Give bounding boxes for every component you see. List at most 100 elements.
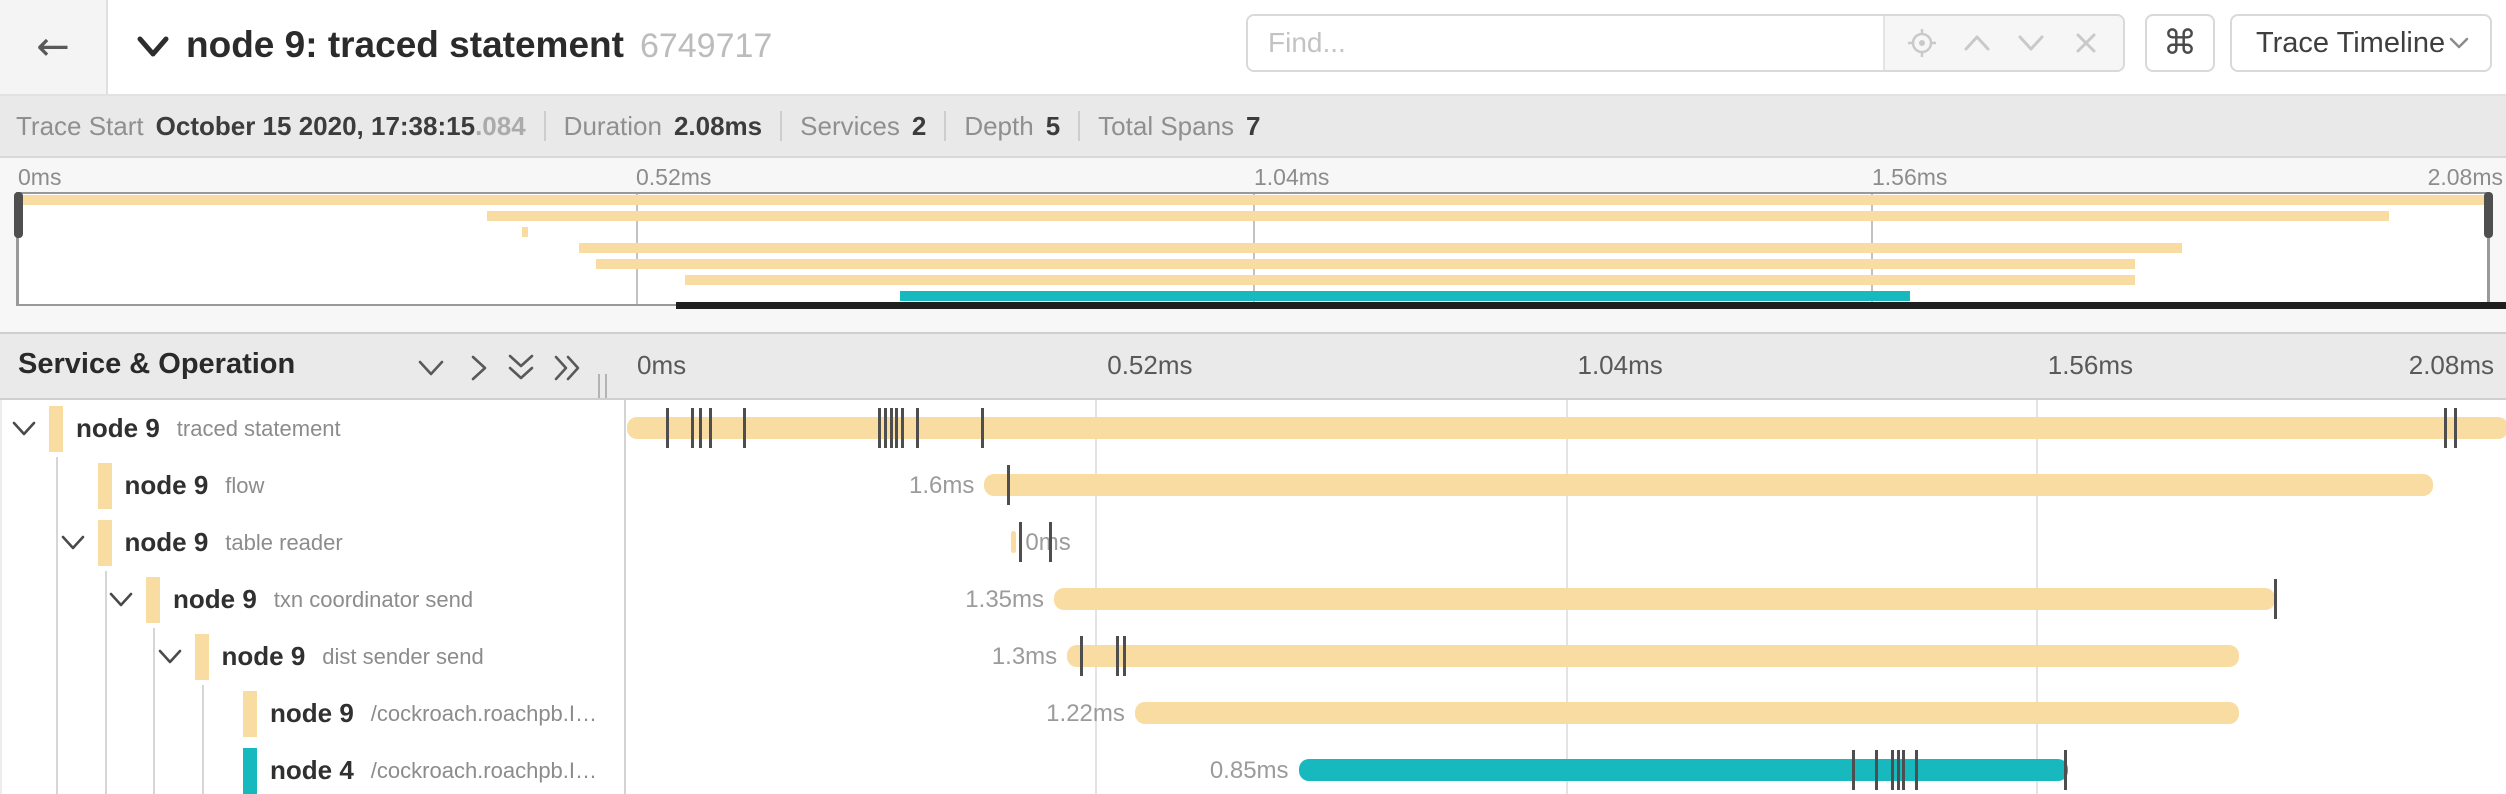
minimap-scroll-indicator[interactable] <box>676 302 2506 309</box>
span-log-tick[interactable] <box>690 408 694 448</box>
keyboard-shortcuts-button[interactable]: ⌘ <box>2145 14 2215 72</box>
summary-value: 2.08ms <box>673 110 763 141</box>
span-collapse-chevron-icon[interactable] <box>60 514 98 571</box>
span-timeline-cell[interactable]: 0ms <box>627 514 2506 571</box>
tree-indent-guide <box>104 742 107 794</box>
minimap-scrubber-handle[interactable] <box>2484 192 2493 238</box>
span-bar[interactable] <box>1010 531 1016 553</box>
span-timeline-cell[interactable]: 1.35ms <box>627 571 2506 628</box>
collapse-all-icon[interactable] <box>504 352 538 384</box>
span-log-tick[interactable] <box>981 408 984 448</box>
span-bar[interactable] <box>1134 702 2239 724</box>
span-log-tick[interactable] <box>1123 636 1127 676</box>
span-log-tick[interactable] <box>2444 408 2448 448</box>
span-timeline-cell[interactable]: 0.85ms <box>627 742 2506 794</box>
span-operation-name: /cockroach.roachpb.I… <box>370 757 598 783</box>
span-tree-cell[interactable]: node 9 flow <box>2 457 625 514</box>
span-log-tick[interactable] <box>1006 465 1010 505</box>
span-log-tick[interactable] <box>889 408 893 448</box>
column-resize-grip[interactable] <box>598 374 607 398</box>
span-log-tick[interactable] <box>895 408 899 448</box>
span-timeline-cell[interactable]: 1.3ms <box>627 628 2506 685</box>
trace-header-collapse-chevron-icon[interactable] <box>136 34 170 60</box>
tree-indent-guide <box>153 742 155 794</box>
span-log-tick[interactable] <box>901 408 905 448</box>
span-bar[interactable] <box>1053 588 2275 610</box>
minimap-canvas[interactable] <box>14 192 2493 306</box>
span-color-bar <box>97 462 112 509</box>
span-timeline-cell[interactable] <box>627 400 2506 457</box>
find-bar <box>1246 14 2125 72</box>
span-log-tick[interactable] <box>1116 636 1120 676</box>
span-log-tick[interactable] <box>877 408 881 448</box>
span-tree-cell[interactable]: node 9/cockroach.roachpb.I… <box>2 685 625 742</box>
span-bar[interactable] <box>627 417 2506 439</box>
tree-indent-guide <box>201 685 204 742</box>
trace-name: node 9: traced statement <box>186 24 624 65</box>
span-tree-cell[interactable]: node 9 traced statement <box>2 400 625 457</box>
span-log-tick[interactable] <box>2454 408 2457 448</box>
next-match-icon[interactable] <box>2014 26 2048 60</box>
span-collapse-chevron-icon[interactable] <box>157 628 195 685</box>
span-service-name: node 9 <box>76 413 160 443</box>
locate-icon[interactable] <box>1905 26 1939 60</box>
span-log-tick[interactable] <box>1897 750 1901 790</box>
span-collapse-chevron-icon[interactable] <box>11 400 49 457</box>
span-bar[interactable] <box>1298 759 2068 781</box>
span-log-tick[interactable] <box>1019 522 1022 562</box>
span-log-tick[interactable] <box>709 408 712 448</box>
span-timeline-cell[interactable]: 1.6ms <box>627 457 2506 514</box>
view-selector-dropdown[interactable]: Trace Timeline <box>2230 14 2492 72</box>
span-operation-name: txn coordinator send <box>273 586 474 612</box>
expand-all-icon[interactable] <box>551 352 585 384</box>
tree-indent-guide <box>104 685 107 742</box>
minimap-scrubber-handle[interactable] <box>14 192 23 238</box>
minimap-span-bar <box>521 227 529 237</box>
span-log-tick[interactable] <box>699 408 703 448</box>
span-log-tick[interactable] <box>665 408 669 448</box>
span-timeline-cell[interactable]: 1.22ms <box>627 685 2506 742</box>
span-log-tick[interactable] <box>743 408 747 448</box>
tree-indent-guide <box>153 628 155 685</box>
span-log-tick[interactable] <box>2274 579 2277 619</box>
timeline-gridline <box>1565 332 1568 794</box>
collapse-one-icon[interactable] <box>414 352 448 384</box>
tree-indent-guide <box>56 742 58 794</box>
prev-match-icon[interactable] <box>1960 26 1994 60</box>
span-tree-cell[interactable]: node 9 txn coordinator send <box>2 571 625 628</box>
span-log-tick[interactable] <box>2064 750 2068 790</box>
span-log-tick[interactable] <box>1048 522 1052 562</box>
span-collapse-chevron-icon[interactable] <box>108 571 146 628</box>
span-bar[interactable] <box>984 474 2433 496</box>
back-button[interactable]: ← <box>0 0 108 94</box>
span-log-tick[interactable] <box>1875 750 1879 790</box>
minimap-span-bar <box>899 291 1910 301</box>
expand-one-icon[interactable] <box>462 352 496 384</box>
span-chevron-spacer <box>205 742 243 794</box>
span-bar[interactable] <box>1067 645 2239 667</box>
span-color-bar <box>97 519 112 566</box>
span-log-tick[interactable] <box>1851 750 1855 790</box>
span-operation-name: /cockroach.roachpb.I… <box>370 700 598 726</box>
find-input[interactable] <box>1248 16 1883 70</box>
tree-indent-guide <box>56 514 58 571</box>
span-log-tick[interactable] <box>1914 750 1918 790</box>
span-log-tick[interactable] <box>883 408 887 448</box>
column-divider[interactable] <box>624 332 626 794</box>
minimap-scrubber[interactable] <box>17 194 19 304</box>
span-tree-cell[interactable]: node 9 dist sender send <box>2 628 625 685</box>
clear-search-icon[interactable] <box>2069 26 2103 60</box>
span-log-tick[interactable] <box>1901 750 1905 790</box>
minimap-scrubber[interactable] <box>2487 194 2489 304</box>
span-chevron-spacer <box>60 457 98 514</box>
span-tree-cell[interactable]: node 4/cockroach.roachpb.I… <box>2 742 625 794</box>
minimap-span-bar <box>18 195 2488 205</box>
span-duration-label: 1.6ms <box>909 472 975 499</box>
span-row: node 9 table reader 0ms <box>2 514 2506 571</box>
minimap-axis-label: 2.08ms <box>2427 164 2503 190</box>
span-log-tick[interactable] <box>1079 636 1083 676</box>
span-tree-cell[interactable]: node 9 table reader <box>2 514 625 571</box>
span-log-tick[interactable] <box>1891 750 1895 790</box>
span-log-tick[interactable] <box>915 408 919 448</box>
